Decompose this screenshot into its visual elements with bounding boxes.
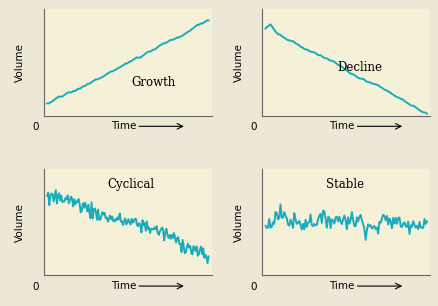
Text: Volume: Volume (15, 43, 25, 82)
Text: Decline: Decline (337, 61, 382, 74)
Text: Time: Time (328, 281, 354, 291)
Text: Time: Time (111, 281, 136, 291)
Text: Volume: Volume (233, 203, 243, 242)
Text: 0: 0 (250, 282, 257, 292)
Text: 0: 0 (32, 122, 39, 132)
Text: 0: 0 (32, 282, 39, 292)
Text: Volume: Volume (15, 203, 25, 242)
Text: Time: Time (328, 121, 354, 131)
Text: 0: 0 (250, 122, 257, 132)
Text: Volume: Volume (233, 43, 243, 82)
Text: Growth: Growth (131, 76, 175, 89)
Text: Time: Time (111, 121, 136, 131)
Text: Stable: Stable (325, 178, 364, 191)
Text: Cyclical: Cyclical (107, 178, 155, 191)
